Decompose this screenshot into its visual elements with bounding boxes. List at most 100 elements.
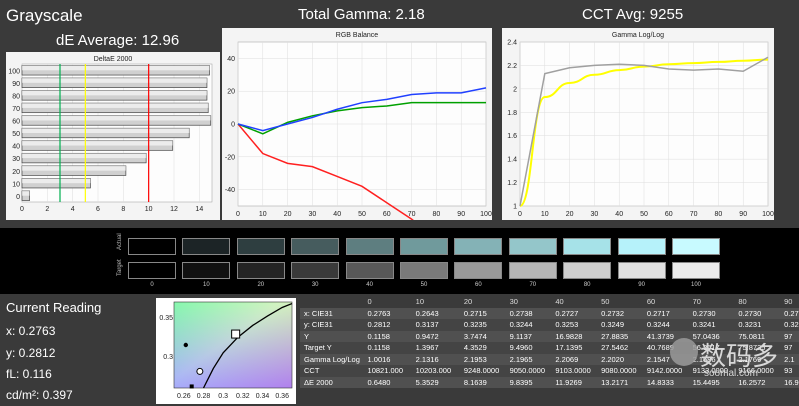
gamma-x-tick: 30 — [591, 211, 599, 218]
delta-e-bar-highlight — [22, 190, 30, 196]
table-cell: 9080.0000 — [597, 365, 643, 377]
watermark-text: 数码多 — [700, 342, 779, 372]
table-cell: 27.5462 — [597, 342, 643, 354]
table-cell: 2.2069 — [551, 353, 598, 365]
patch-actual — [400, 238, 448, 255]
cie-x-tick: 0.34 — [256, 393, 270, 400]
delta-e-y-tick: 10 — [12, 181, 20, 188]
table-cell: 0.2730 — [734, 307, 781, 319]
table-cell: CCT — [300, 365, 364, 377]
gamma-y-tick: 2 — [513, 86, 517, 93]
table-cell: 0.3241 — [688, 319, 735, 331]
grayscale-patch-band: Actual Target 0 10 20 30 40 50 60 70 80 90 100 — [0, 228, 799, 294]
patch-actual — [291, 238, 340, 255]
gamma-chart: Gamma Log/Log 0 10 20 30 40 50 60 70 80 90 100 2.4 2… — [502, 28, 774, 220]
cie-x-tick: 0.36 — [275, 393, 289, 400]
patch-actual — [128, 238, 176, 255]
reading-y: y: 0.2812 — [6, 346, 56, 360]
patch-target — [236, 262, 285, 279]
table-cell: 2.1686 — [688, 353, 735, 365]
table-cell: 0.3249 — [597, 319, 643, 331]
table-cell: 2.1965 — [505, 353, 552, 365]
table-cell: 0.1158 — [363, 342, 412, 354]
delta-e-chart-title: DeltaE 2000 — [94, 56, 133, 63]
gamma-x-tick: 10 — [541, 211, 549, 218]
gamma-x-tick: 60 — [665, 211, 673, 218]
table-row: ΔE 2000 0.6480 5.3529 8.1639 9.8395 11.9269 13… — [300, 376, 799, 388]
table-cell: 2.1953 — [459, 353, 506, 365]
patch-target — [617, 262, 666, 279]
rgb-balance-y-tick: 20 — [227, 89, 235, 96]
patch-actual — [617, 238, 666, 255]
table-cell: 0.2727 — [551, 307, 598, 319]
cct-avg-title: CCT Avg: 9255 — [582, 6, 684, 23]
patch-target — [291, 262, 340, 279]
table-cell: 0.2717 — [642, 307, 689, 319]
rgb-balance-x-tick: 70 — [408, 211, 416, 218]
patch-label: 0 — [150, 282, 154, 288]
cie-locus-curve — [202, 302, 293, 389]
table-cell: 75.8735 — [734, 342, 781, 354]
cie-measured-point — [196, 367, 204, 375]
rgb-balance-x-tick: 80 — [433, 211, 441, 218]
table-cell: 8.1639 — [459, 376, 506, 388]
gamma-series-line — [519, 56, 769, 207]
delta-e-x-tick: 8 — [121, 206, 125, 213]
table-cell: 0.6480 — [363, 376, 412, 388]
gamma-y-tick: 2.4 — [507, 40, 517, 47]
gamma-y-tick: 1.8 — [507, 110, 517, 117]
delta-e-y-tick: 90 — [12, 81, 20, 88]
delta-e-bar-highlight — [22, 153, 147, 159]
table-cell: 1.0016 — [363, 353, 412, 365]
table-cell: 40.7689 — [642, 342, 689, 354]
delta-e-bar-highlight — [22, 115, 211, 121]
table-cell: 0.2730 — [688, 307, 735, 319]
rgb-balance-series-line — [237, 87, 487, 132]
table-cell: 57.0436 — [688, 330, 735, 342]
table-cell: 9.8395 — [505, 376, 552, 388]
table-cell: 9.4960 — [505, 342, 552, 354]
table-cell: 0.3137 — [411, 319, 460, 331]
table-cell: ΔE 2000 — [300, 376, 364, 388]
table-cell: 2.2020 — [597, 353, 643, 365]
patch-target — [508, 262, 557, 279]
cie-x-tick: 0.3 — [218, 393, 228, 400]
cie-target-marker — [231, 329, 241, 339]
table-cell: 0.3244 — [505, 319, 552, 331]
table-cell: x: CIE31 — [300, 307, 364, 319]
delta-e-y-tick: 80 — [12, 94, 20, 101]
table-cell: 2.1 — [780, 353, 799, 365]
delta-e-y-tick: 40 — [12, 144, 20, 151]
table-header-cell: 50 — [601, 297, 610, 307]
table-cell: 97 — [780, 342, 799, 354]
patch-target — [672, 262, 720, 279]
patch-label: 60 — [475, 282, 482, 288]
table-cell: 2.1547 — [642, 353, 689, 365]
table-cell: 0.2715 — [459, 307, 506, 319]
row-label-actual: Actual — [117, 233, 123, 250]
cie-x-tick: 0.26 — [177, 393, 191, 400]
table-cell: 0.2738 — [505, 307, 552, 319]
patch-target — [345, 262, 394, 279]
table-row: y: CIE31 0.2812 0.3137 0.3235 0.3244 0.3253 0.… — [300, 319, 799, 331]
table-cell: 9050.0000 — [505, 365, 552, 377]
table-cell: 16.2572 — [734, 376, 781, 388]
table-cell: Y — [300, 330, 364, 342]
reading-cdm: cd/m²: 0.397 — [6, 388, 73, 402]
reading-fl: fL: 0.116 — [6, 367, 52, 381]
delta-e-bar-highlight — [22, 65, 210, 71]
table-cell: Target Y — [300, 342, 364, 354]
table-cell: 9133.0000 — [688, 365, 735, 377]
cie-x-tick: 0.28 — [197, 393, 211, 400]
rgb-balance-x-tick: 90 — [457, 211, 465, 218]
table-cell: 0.1158 — [363, 330, 412, 342]
table-cell: 0.3231 — [734, 319, 781, 331]
table-cell: 10203.000 — [411, 365, 460, 377]
watermark-logo — [670, 338, 698, 366]
rgb-balance-x-tick: 60 — [383, 211, 391, 218]
delta-e-bar-highlight — [22, 165, 126, 171]
table-header-cell: 90 — [784, 297, 793, 307]
rgb-balance-chart: RGB Balance 0 10 20 30 40 50 60 70 80 90 100 40 20 0 -… — [222, 28, 492, 220]
table-cell: 9248.0000 — [459, 365, 506, 377]
gamma-y-tick: 1.2 — [507, 180, 517, 187]
